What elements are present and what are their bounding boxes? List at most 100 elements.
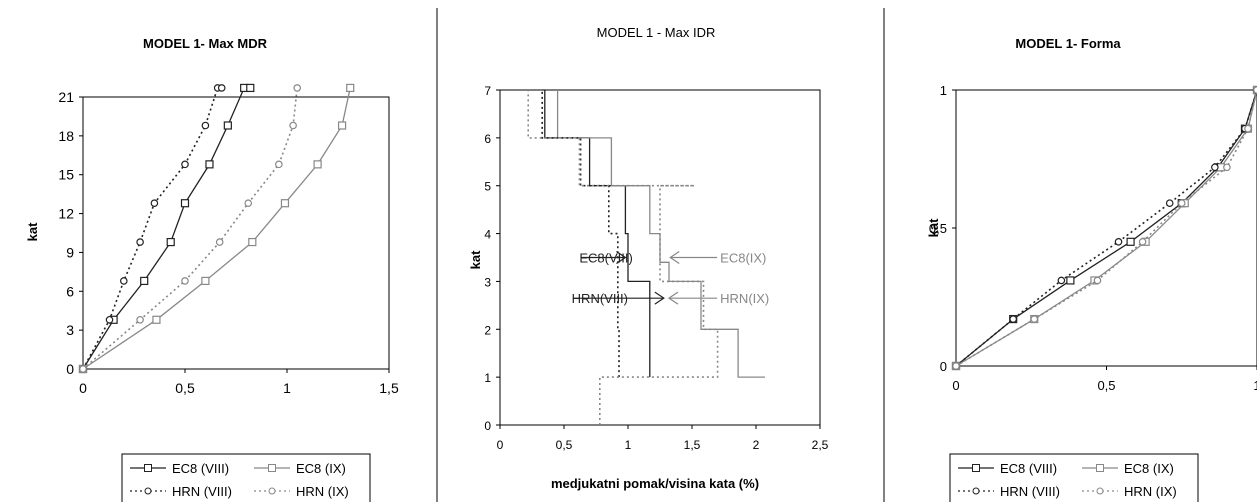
data-point bbox=[180, 199, 190, 208]
annotation-arrowhead bbox=[654, 291, 665, 305]
annotation-arrowhead bbox=[667, 291, 679, 305]
data-point bbox=[244, 199, 253, 208]
series-line bbox=[541, 90, 620, 378]
data-point bbox=[136, 315, 144, 324]
data-point bbox=[1057, 276, 1066, 285]
legend-swatch-marker bbox=[144, 464, 152, 472]
data-point bbox=[140, 276, 149, 286]
x-tick-label: 0,5 bbox=[175, 380, 195, 396]
data-point bbox=[105, 315, 114, 324]
legend-label: EC8 (IX) bbox=[1124, 461, 1174, 476]
y-tick-label: 1 bbox=[940, 83, 947, 98]
data-point bbox=[952, 362, 960, 370]
data-point bbox=[120, 277, 128, 285]
chart2-title: MODEL 1 - Max IDR bbox=[597, 25, 716, 40]
data-point bbox=[1211, 163, 1219, 172]
y-tick-label: 21 bbox=[58, 89, 74, 105]
data-point bbox=[1030, 315, 1039, 323]
x-tick-label: 2 bbox=[753, 438, 760, 452]
legend-label: EC8 (IX) bbox=[296, 461, 346, 476]
series-line bbox=[955, 89, 1257, 367]
series-line bbox=[527, 90, 719, 425]
legend-swatch-marker bbox=[972, 487, 980, 495]
data-point bbox=[223, 121, 232, 130]
series-line bbox=[542, 89, 651, 378]
data-point bbox=[201, 276, 210, 286]
y-tick-label: 12 bbox=[58, 206, 74, 222]
plot-frame bbox=[499, 89, 821, 426]
y-tick-label: 6 bbox=[484, 132, 491, 146]
y-tick-label: 9 bbox=[66, 244, 74, 260]
data-point bbox=[313, 160, 322, 169]
data-point bbox=[280, 199, 290, 208]
data-point bbox=[201, 121, 210, 130]
legend-label: EC8 (VIII) bbox=[172, 461, 229, 476]
data-point bbox=[289, 121, 297, 130]
x-tick-label: 2,5 bbox=[812, 438, 829, 452]
annotation-label: HRN(IX) bbox=[720, 291, 769, 306]
plot-frame bbox=[955, 89, 1257, 367]
x-tick-label: 0 bbox=[79, 380, 87, 396]
x-tick-label: 0,5 bbox=[556, 438, 573, 452]
chart2-xlabel: medjukatni pomak/visina kata (%) bbox=[551, 476, 759, 491]
y-tick-label: 2 bbox=[484, 323, 491, 337]
series-line bbox=[82, 87, 298, 370]
x-tick-label: 1,5 bbox=[684, 438, 701, 452]
chart1-legend: EC8 (VIII) EC8 (IX) HRN (VIII) HRN (IX) bbox=[121, 453, 371, 502]
series-line bbox=[955, 89, 1257, 367]
data-point bbox=[217, 84, 226, 92]
x-tick-label: 0 bbox=[952, 378, 959, 393]
chart1-plot: 0 3 6 9 12 15 18 21 0 0,5 1 1,5 bbox=[58, 83, 399, 396]
series-line bbox=[82, 87, 251, 370]
data-point bbox=[136, 238, 144, 246]
data-point bbox=[215, 238, 224, 246]
x-tick-label: 1 bbox=[283, 380, 291, 396]
legend-box bbox=[949, 453, 1199, 502]
data-point bbox=[346, 83, 355, 93]
data-point bbox=[1138, 238, 1147, 246]
legend-box bbox=[121, 453, 371, 502]
y-tick-label: 0 bbox=[940, 359, 947, 374]
legend-swatch-marker bbox=[1096, 487, 1104, 495]
legend-swatch-marker bbox=[268, 487, 276, 495]
data-point bbox=[248, 237, 257, 247]
chart3-ylabel: kat bbox=[926, 218, 941, 237]
data-point bbox=[181, 277, 189, 285]
legend-label: EC8 (VIII) bbox=[1000, 461, 1057, 476]
data-point bbox=[166, 237, 175, 247]
data-point bbox=[246, 83, 255, 93]
x-tick-label: 1 bbox=[1253, 378, 1257, 393]
y-tick-label: 4 bbox=[484, 228, 491, 242]
x-tick-label: 1,5 bbox=[379, 380, 399, 396]
x-tick-label: 0,5 bbox=[1097, 378, 1115, 393]
data-point bbox=[150, 199, 159, 208]
annotation-arrowhead bbox=[669, 251, 680, 264]
data-point bbox=[293, 84, 302, 92]
annotation-label: EC8(IX) bbox=[720, 251, 766, 266]
data-point bbox=[1253, 86, 1257, 94]
series-line bbox=[82, 87, 351, 370]
data-point bbox=[1066, 276, 1075, 285]
data-point bbox=[1244, 124, 1252, 133]
legend-swatch-marker bbox=[268, 464, 276, 472]
chart3-plot: 0 0,5 1 0 0,5 1 bbox=[929, 83, 1257, 393]
data-point bbox=[275, 160, 283, 169]
chart1-ylabel: kat bbox=[25, 222, 40, 241]
legend-label: HRN (VIII) bbox=[172, 484, 232, 499]
y-tick-label: 3 bbox=[484, 275, 491, 289]
data-point bbox=[79, 365, 87, 373]
y-tick-label: 0 bbox=[66, 361, 74, 377]
data-point bbox=[337, 121, 347, 130]
y-tick-label: 6 bbox=[66, 283, 74, 299]
legend-swatch-marker bbox=[972, 464, 980, 472]
chart3-legend: EC8 (VIII) EC8 (IX) HRN (VIII) HRN (IX) bbox=[949, 453, 1199, 502]
y-tick-label: 15 bbox=[58, 167, 74, 183]
plot-frame bbox=[82, 96, 390, 370]
data-point bbox=[1165, 199, 1174, 207]
data-point bbox=[1177, 199, 1186, 207]
legend-label: HRN (IX) bbox=[296, 484, 349, 499]
y-tick-label: 18 bbox=[58, 128, 74, 144]
legend-label: HRN (VIII) bbox=[1000, 484, 1060, 499]
